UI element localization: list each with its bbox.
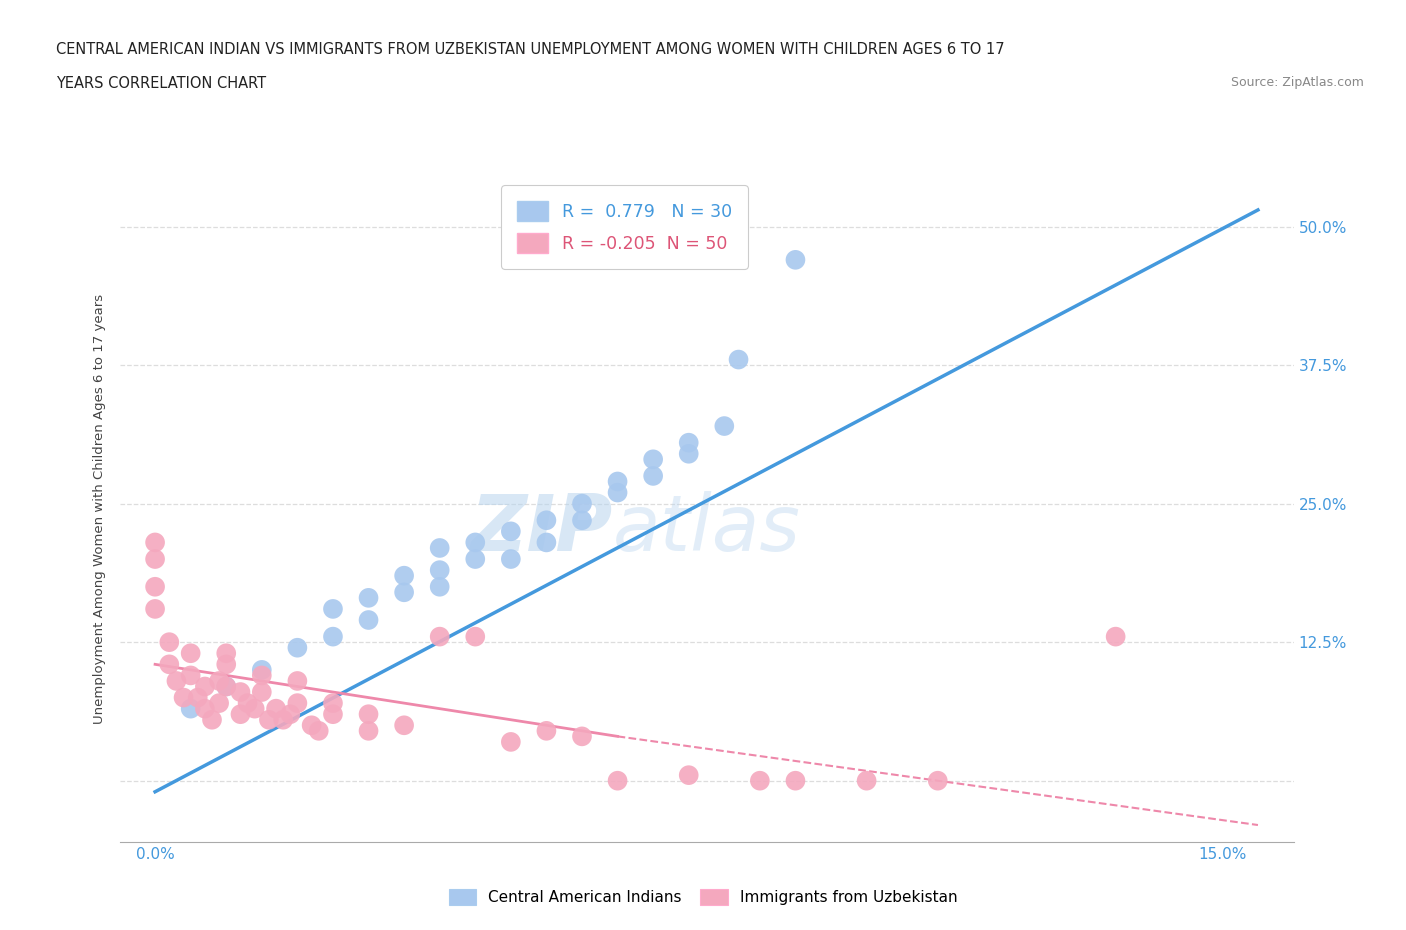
Point (499, 735, 522, 750)
Point (392, 568, 415, 583)
Point (194, 679, 217, 694)
Point (643, 452, 665, 467)
Point (429, 540, 451, 555)
Text: Source: ZipAtlas.com: Source: ZipAtlas.com (1230, 76, 1364, 89)
Point (165, 673, 187, 688)
Point (201, 712, 224, 727)
Point (748, 773, 770, 788)
Point (322, 602, 344, 617)
Point (215, 645, 238, 660)
Point (308, 724, 330, 738)
Point (173, 690, 195, 705)
Y-axis label: Unemployment Among Women with Children Ages 6 to 17 years: Unemployment Among Women with Children A… (93, 294, 107, 724)
Point (571, 512, 593, 527)
Point (392, 585, 415, 600)
Point (429, 630, 451, 644)
Point (215, 679, 238, 694)
Point (250, 668, 273, 683)
Point (215, 679, 238, 694)
Point (927, 773, 949, 788)
Legend: Central American Indians, Immigrants from Uzbekistan: Central American Indians, Immigrants fro… (441, 882, 965, 913)
Point (287, 696, 309, 711)
Point (678, 435, 700, 450)
Point (643, 469, 665, 484)
Text: YEARS CORRELATION CHART: YEARS CORRELATION CHART (56, 76, 266, 91)
Point (143, 579, 166, 594)
Point (464, 551, 486, 566)
Point (301, 718, 323, 733)
Point (287, 673, 309, 688)
Point (713, 418, 735, 433)
Point (180, 645, 202, 660)
Point (785, 252, 807, 267)
Point (229, 707, 252, 722)
Point (499, 524, 522, 538)
Point (499, 551, 522, 566)
Point (157, 657, 180, 671)
Point (727, 352, 749, 367)
Point (571, 497, 593, 512)
Text: ZIP: ZIP (471, 491, 613, 567)
Point (606, 773, 628, 788)
Point (250, 662, 273, 677)
Point (229, 684, 252, 699)
Point (187, 690, 209, 705)
Point (429, 579, 451, 594)
Point (571, 729, 593, 744)
Point (264, 701, 287, 716)
Point (322, 630, 344, 644)
Point (236, 696, 259, 711)
Point (143, 602, 166, 617)
Point (357, 724, 380, 738)
Point (208, 696, 231, 711)
Point (464, 535, 486, 550)
Point (322, 707, 344, 722)
Point (606, 485, 628, 500)
Point (243, 701, 266, 716)
Point (271, 712, 294, 727)
Text: atlas: atlas (613, 491, 800, 567)
Point (194, 701, 217, 716)
Point (464, 630, 486, 644)
Point (250, 684, 273, 699)
Point (536, 724, 558, 738)
Point (429, 563, 451, 578)
Point (208, 673, 231, 688)
Point (180, 701, 202, 716)
Point (357, 707, 380, 722)
Point (785, 773, 807, 788)
Point (257, 712, 280, 727)
Point (278, 707, 301, 722)
Point (215, 657, 238, 671)
Point (180, 668, 202, 683)
Point (392, 718, 415, 733)
Text: CENTRAL AMERICAN INDIAN VS IMMIGRANTS FROM UZBEKISTAN UNEMPLOYMENT AMONG WOMEN W: CENTRAL AMERICAN INDIAN VS IMMIGRANTS FR… (56, 42, 1005, 57)
Point (536, 512, 558, 527)
Point (606, 474, 628, 489)
Point (143, 551, 166, 566)
Legend: R =  0.779   N = 30, R = -0.205  N = 50: R = 0.779 N = 30, R = -0.205 N = 50 (501, 185, 748, 269)
Point (678, 446, 700, 461)
Point (357, 613, 380, 628)
Point (357, 591, 380, 605)
Point (157, 635, 180, 650)
Point (143, 535, 166, 550)
Point (536, 535, 558, 550)
Point (678, 768, 700, 783)
Point (855, 773, 877, 788)
Point (1104, 630, 1126, 644)
Point (322, 696, 344, 711)
Point (287, 640, 309, 655)
